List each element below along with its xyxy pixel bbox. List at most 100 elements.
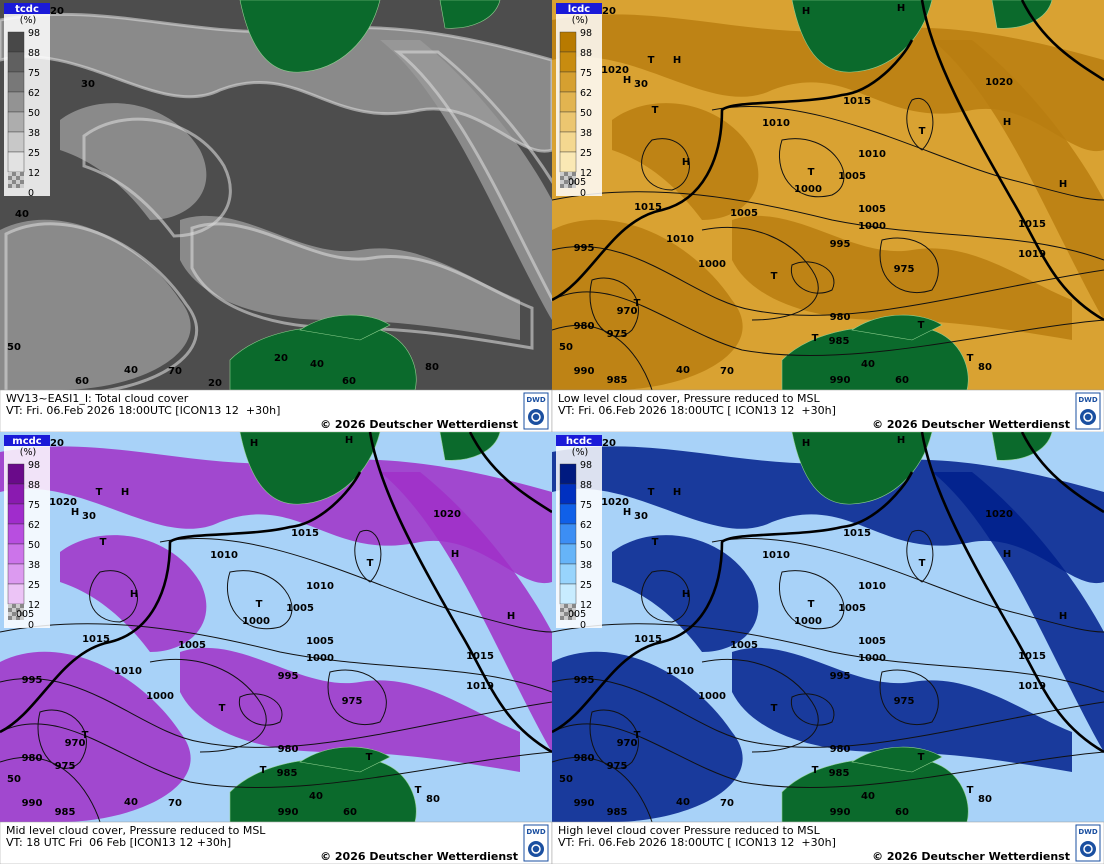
- legend-checker: [12, 184, 16, 188]
- legend-tick: 12: [28, 600, 40, 611]
- legend-checker: [572, 608, 576, 612]
- map-label: 1010: [858, 581, 886, 592]
- legend-checker: [564, 608, 568, 612]
- map-label: T: [634, 298, 641, 309]
- legend-checker: [20, 604, 24, 608]
- isobar: [906, 529, 934, 583]
- logo-swirl: [1083, 412, 1093, 422]
- footer-copyright: © 2026 Deutscher Wetterdienst: [872, 850, 1070, 863]
- isobar: [701, 658, 819, 753]
- map-label: 985: [829, 336, 850, 347]
- cloud-streak: [82, 117, 232, 238]
- legend-swatch: [7, 31, 25, 53]
- map-label: 70: [168, 366, 182, 377]
- map-label: 1015: [634, 202, 662, 213]
- legend-checker: [12, 604, 16, 608]
- map-label: 1005: [838, 603, 866, 614]
- map-label: 1000: [794, 184, 822, 195]
- map-label: 975: [607, 761, 628, 772]
- footer-title: Mid level cloud cover, Pressure reduced …: [6, 824, 266, 837]
- map-label: 1019: [1018, 249, 1046, 260]
- map-label: 60: [895, 807, 909, 818]
- map-label: 40: [310, 359, 324, 370]
- legend-tick: 62: [580, 88, 592, 99]
- cloud-field: [380, 40, 552, 320]
- legend-tick: 98: [580, 460, 592, 471]
- legend-checker: [8, 616, 12, 620]
- footer: [551, 389, 1104, 433]
- map-label: 1015: [291, 528, 319, 539]
- map-label: 40: [861, 359, 875, 370]
- legend-checker: [12, 612, 16, 616]
- map-label: 980: [278, 744, 299, 755]
- map-label: 990: [574, 798, 595, 809]
- legend-tick: 25: [28, 580, 40, 591]
- legend-tick: 12: [580, 168, 592, 179]
- map-label: 80: [978, 794, 992, 805]
- legend-checker: [16, 172, 20, 176]
- map-label: 970: [65, 738, 86, 749]
- isobar: [711, 537, 1104, 633]
- map-label: 40: [676, 797, 690, 808]
- land: [239, 432, 381, 505]
- footer-valid-time: VT: Fri. 06.Feb 2026 18:00UTC [ ICON13 1…: [558, 836, 836, 849]
- isobar: [226, 570, 293, 630]
- map-label: H: [673, 487, 681, 498]
- map-label: 60: [75, 376, 89, 387]
- map-label: T: [652, 537, 659, 548]
- logo-text: DWD: [526, 396, 546, 404]
- land: [991, 432, 1053, 461]
- cloud-field: [0, 651, 191, 822]
- map-label: 995: [278, 671, 299, 682]
- legend-checker: [568, 612, 572, 616]
- legend-tick: 98: [580, 28, 592, 39]
- cloud-field: [932, 472, 1104, 752]
- legend-tick: 75: [580, 68, 592, 79]
- map-label: 985: [607, 807, 628, 818]
- map-label: 1015: [1018, 651, 1046, 662]
- map-label: 30: [81, 79, 95, 90]
- map-label: T: [812, 333, 819, 344]
- isobar: [0, 623, 552, 693]
- legend-tick: 62: [28, 520, 40, 531]
- legend-swatch: [559, 71, 577, 93]
- legend-tick: 25: [580, 148, 592, 159]
- legend-tick: 50: [28, 540, 40, 551]
- map-label: 50: [7, 774, 21, 785]
- map-label: 985: [607, 375, 628, 386]
- legend-checker: [572, 612, 576, 616]
- isobar: [641, 138, 690, 191]
- isobar: [790, 261, 835, 294]
- legend-unit: (%): [20, 447, 36, 458]
- map-label: 995: [574, 243, 595, 254]
- map-panel: 20 30 40 50 40 70 60 20 20 40 60 80 tcdc(%) 98 88 75 62 5…: [0, 0, 553, 433]
- legend-swatch: [559, 583, 577, 605]
- map-label: H: [1003, 549, 1011, 560]
- legend-tick: 38: [28, 128, 40, 139]
- cloud-field: [732, 647, 1072, 772]
- legend-checker: [564, 172, 568, 176]
- legend-tick: 12: [28, 168, 40, 179]
- legend-tick: 88: [28, 480, 40, 491]
- legend-checker: [12, 172, 16, 176]
- map-label: 990: [574, 366, 595, 377]
- legend-checker: [560, 172, 564, 176]
- front-isobar: [1020, 0, 1104, 82]
- isobar: [0, 723, 552, 789]
- map-label: T: [82, 730, 89, 741]
- legend-checker: [564, 604, 568, 608]
- legend-checker: [8, 612, 12, 616]
- map-label: 1005: [306, 636, 334, 647]
- map-label: T: [634, 730, 641, 741]
- map-label: T: [812, 765, 819, 776]
- map-label: T: [652, 105, 659, 116]
- map-label: T: [808, 167, 815, 178]
- map-label: 30: [82, 511, 96, 522]
- map-label: 1000: [794, 616, 822, 627]
- legend-checker: [572, 616, 576, 620]
